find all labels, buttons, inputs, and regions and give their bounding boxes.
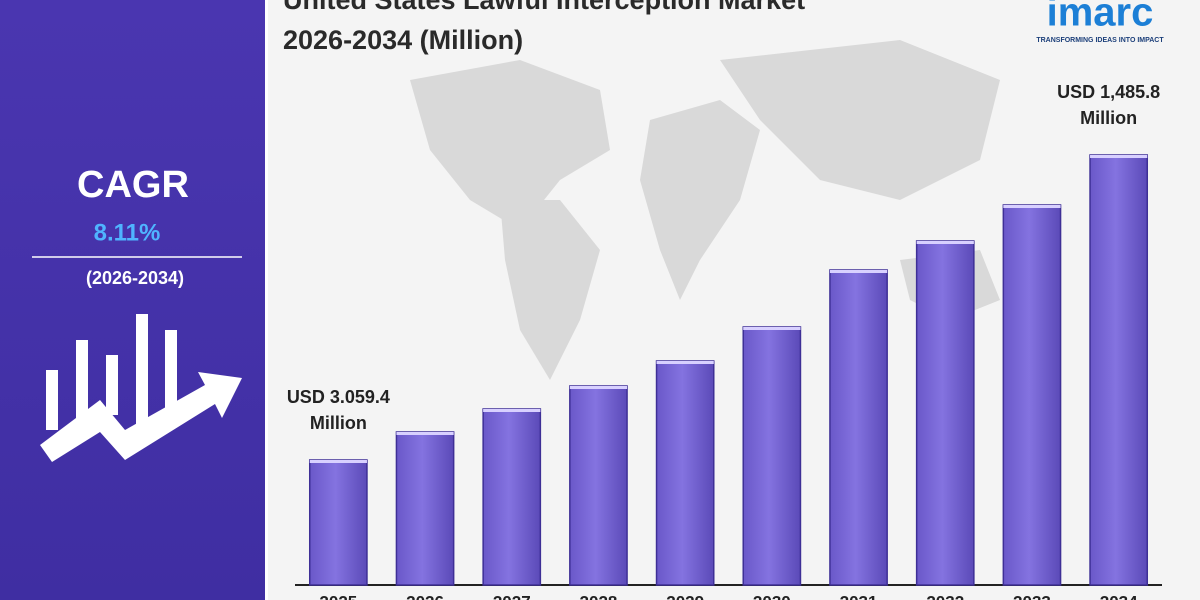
bar-top bbox=[656, 361, 714, 364]
bar-top bbox=[1003, 205, 1061, 208]
side-panel bbox=[0, 0, 265, 600]
cagr-value: 8.11% bbox=[94, 219, 161, 246]
bar bbox=[655, 360, 715, 586]
x-tick-label: 2027 bbox=[493, 592, 531, 600]
logo-tagline: TRANSFORMING IDEAS INTO IMPACT bbox=[1036, 37, 1164, 44]
annotation: Million bbox=[1080, 108, 1137, 128]
x-tick-label: 2033 bbox=[1013, 592, 1051, 600]
bar bbox=[1089, 154, 1149, 586]
bar-top bbox=[916, 241, 974, 244]
bar-top bbox=[569, 386, 628, 389]
logo-name: imarc bbox=[1047, 0, 1154, 35]
x-tick-label: 2028 bbox=[580, 592, 618, 600]
bar bbox=[308, 459, 368, 586]
x-tick-label: 2030 bbox=[753, 592, 791, 600]
bar bbox=[915, 240, 975, 586]
chart-title: United States Lawful Interception Market bbox=[283, 0, 805, 15]
cagr-period: (2026-2034) bbox=[86, 268, 184, 288]
x-tick-label: 2026 bbox=[406, 592, 444, 600]
growth-icon bbox=[40, 314, 242, 462]
bar-top bbox=[1090, 155, 1148, 158]
bar-top bbox=[483, 409, 541, 412]
annotation: USD 3.059.4 bbox=[287, 387, 390, 407]
bar-top bbox=[309, 460, 367, 463]
bar-top bbox=[743, 327, 801, 330]
x-tick-label: 2025 bbox=[319, 592, 357, 600]
x-tick-label: 2034 bbox=[1100, 592, 1138, 600]
bar bbox=[1002, 204, 1062, 586]
plot: 2025 2026 2027 2028 2029 2030 2031 2032 2033 2034… bbox=[287, 82, 1162, 600]
bar bbox=[829, 269, 888, 586]
x-tick-label: 2031 bbox=[840, 592, 878, 600]
bar bbox=[569, 385, 628, 586]
x-tick-label: 2032 bbox=[926, 592, 964, 600]
annotation: USD 1,485.8 bbox=[1057, 82, 1160, 102]
bar bbox=[742, 326, 802, 586]
bar-top bbox=[396, 432, 454, 435]
panel-divider bbox=[265, 0, 268, 600]
cagr-label: CAGR bbox=[77, 164, 189, 206]
bar bbox=[395, 431, 455, 586]
world-map bbox=[410, 40, 1000, 380]
bar bbox=[482, 408, 542, 586]
chart-subtitle: 2026-2034 (Million) bbox=[283, 25, 523, 55]
annotation: Million bbox=[310, 413, 367, 433]
x-tick-label: 2029 bbox=[666, 592, 704, 600]
bar-top bbox=[829, 270, 888, 273]
